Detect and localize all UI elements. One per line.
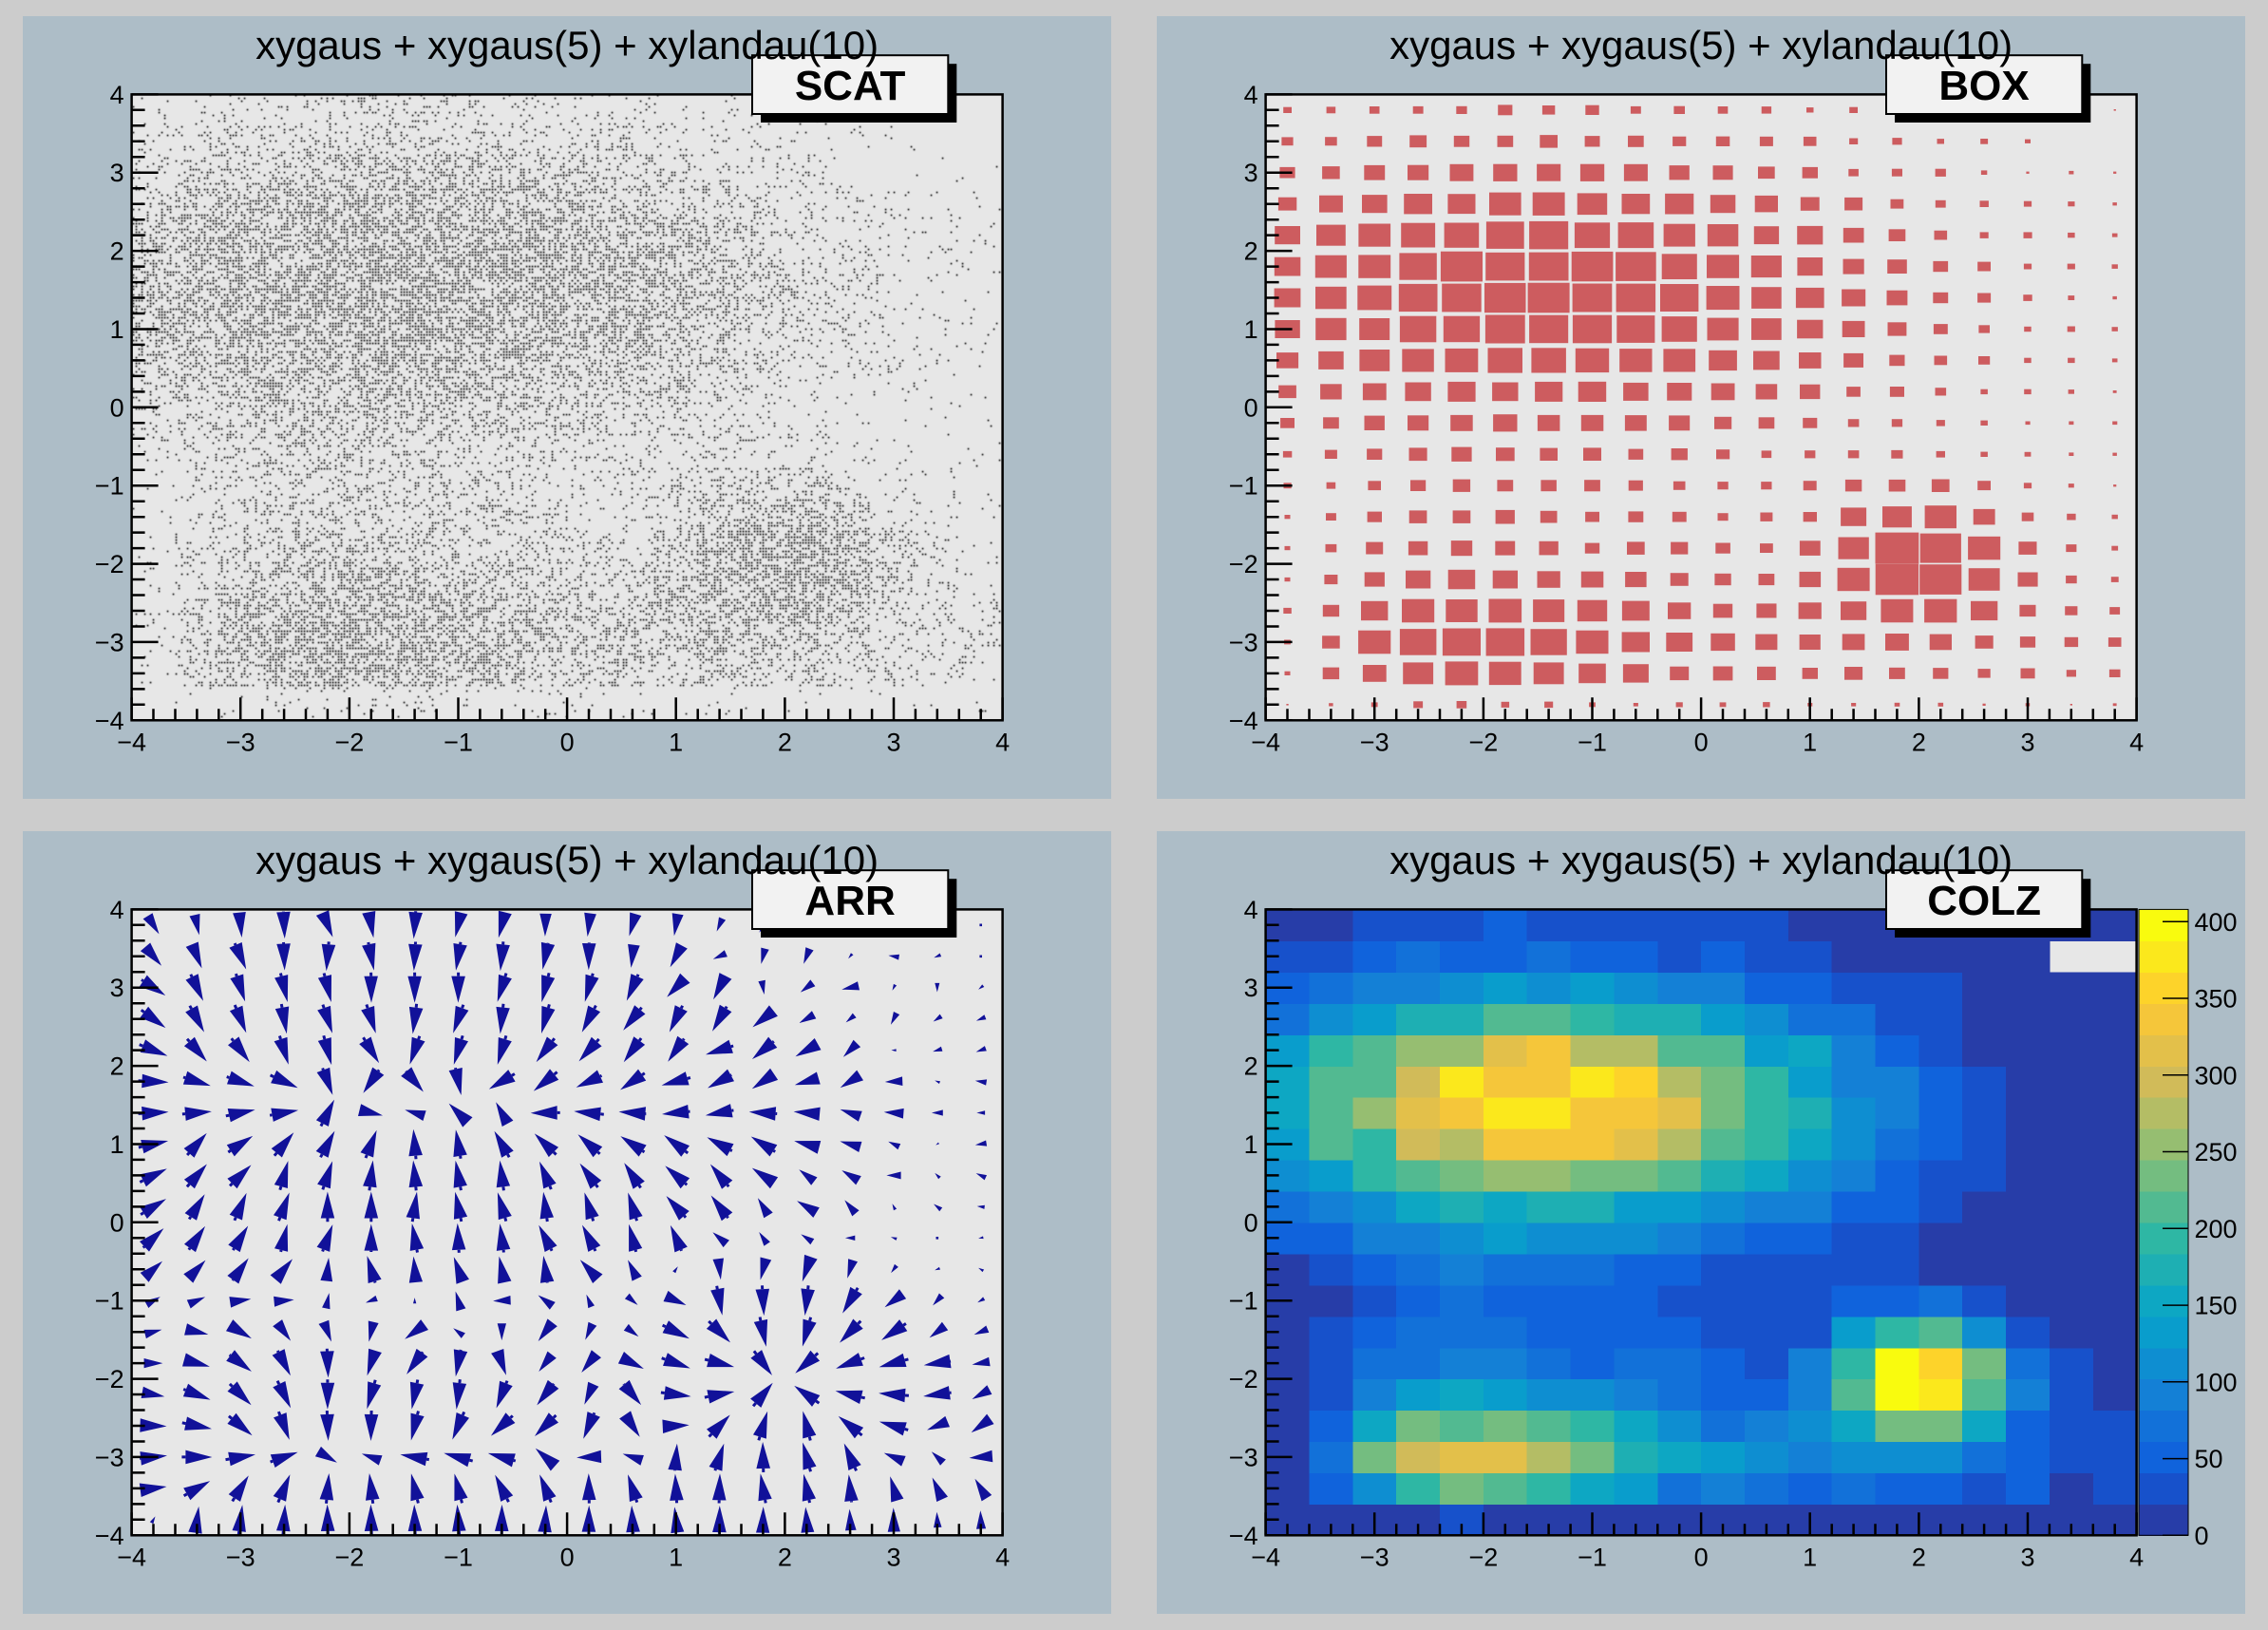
svg-text:−2: −2 [1469,728,1499,756]
svg-text:xygaus + xygaus(5) + xylandau(: xygaus + xygaus(5) + xylandau(10) [1389,23,2013,67]
svg-text:400: 400 [2195,908,2238,937]
svg-text:−1: −1 [1229,1287,1258,1316]
svg-text:0: 0 [1694,728,1709,756]
svg-text:2: 2 [778,728,792,756]
svg-text:2: 2 [1912,728,1926,756]
svg-text:0: 0 [110,1208,124,1237]
svg-text:150: 150 [2195,1292,2238,1320]
svg-text:3: 3 [110,159,124,187]
svg-text:2: 2 [1912,1543,1926,1571]
svg-text:−3: −3 [1360,1543,1389,1571]
svg-text:−4: −4 [1251,1543,1280,1571]
svg-text:0: 0 [1694,1543,1709,1571]
svg-text:100: 100 [2195,1368,2238,1396]
svg-text:0: 0 [2195,1522,2209,1550]
svg-text:−1: −1 [1578,1543,1607,1571]
svg-text:−4: −4 [117,728,146,756]
svg-text:3: 3 [1244,974,1258,1002]
svg-text:4: 4 [2129,728,2144,756]
svg-text:−2: −2 [335,728,365,756]
svg-text:−2: −2 [1229,550,1258,578]
svg-text:1: 1 [110,1130,124,1159]
svg-text:1: 1 [1244,315,1258,344]
svg-text:2: 2 [778,1543,792,1571]
svg-text:xygaus + xygaus(5) + xylandau(: xygaus + xygaus(5) + xylandau(10) [255,23,879,67]
svg-text:3: 3 [2020,728,2034,756]
svg-text:0: 0 [560,1543,575,1571]
svg-text:4: 4 [1244,81,1258,109]
svg-text:−1: −1 [95,472,124,501]
svg-text:1: 1 [110,315,124,344]
svg-text:4: 4 [2129,1543,2144,1571]
svg-text:1: 1 [1244,1130,1258,1159]
svg-text:3: 3 [1244,159,1258,187]
svg-text:BOX: BOX [1938,63,2029,109]
svg-text:−2: −2 [95,1365,124,1393]
svg-text:−2: −2 [95,550,124,578]
svg-text:2: 2 [1244,1052,1258,1081]
svg-text:0: 0 [1244,393,1258,422]
svg-text:2: 2 [110,1052,124,1081]
svg-text:COLZ: COLZ [1927,878,2041,924]
svg-text:−3: −3 [95,1443,124,1471]
svg-text:−4: −4 [95,707,124,735]
svg-text:−1: −1 [1229,472,1258,501]
svg-text:4: 4 [1244,896,1258,924]
svg-text:250: 250 [2195,1138,2238,1166]
svg-text:−4: −4 [1229,1522,1258,1550]
svg-text:xygaus + xygaus(5) + xylandau(: xygaus + xygaus(5) + xylandau(10) [1389,838,2013,882]
svg-text:0: 0 [110,393,124,422]
svg-text:3: 3 [886,1543,900,1571]
svg-text:1: 1 [1803,1543,1817,1571]
svg-text:350: 350 [2195,985,2238,1014]
svg-text:−3: −3 [226,728,255,756]
svg-text:0: 0 [1244,1208,1258,1237]
svg-text:1: 1 [1803,728,1817,756]
svg-text:−3: −3 [1360,728,1389,756]
svg-text:1: 1 [669,728,683,756]
svg-text:4: 4 [995,1543,1010,1571]
svg-text:300: 300 [2195,1061,2238,1090]
svg-text:3: 3 [886,728,900,756]
svg-text:−1: −1 [444,1543,473,1571]
svg-text:−2: −2 [1469,1543,1499,1571]
svg-text:xygaus + xygaus(5) + xylandau(: xygaus + xygaus(5) + xylandau(10) [255,838,879,882]
svg-text:−3: −3 [1229,628,1258,656]
svg-text:200: 200 [2195,1215,2238,1243]
svg-text:2: 2 [110,237,124,266]
svg-text:−4: −4 [117,1543,146,1571]
svg-text:50: 50 [2195,1445,2223,1473]
svg-text:−1: −1 [444,728,473,756]
svg-text:−1: −1 [95,1287,124,1316]
svg-text:4: 4 [110,81,124,109]
svg-text:1: 1 [669,1543,683,1571]
svg-text:3: 3 [2020,1543,2034,1571]
svg-text:ARR: ARR [804,878,895,924]
svg-text:−2: −2 [1229,1365,1258,1393]
svg-text:4: 4 [995,728,1010,756]
svg-text:SCAT: SCAT [795,63,906,109]
svg-text:−3: −3 [1229,1443,1258,1471]
svg-text:4: 4 [110,896,124,924]
svg-text:0: 0 [560,728,575,756]
svg-text:−4: −4 [1229,707,1258,735]
svg-text:−2: −2 [335,1543,365,1571]
svg-text:−3: −3 [226,1543,255,1571]
svg-text:2: 2 [1244,237,1258,266]
svg-text:−1: −1 [1578,728,1607,756]
svg-text:−4: −4 [1251,728,1280,756]
svg-text:−4: −4 [95,1522,124,1550]
svg-text:3: 3 [110,974,124,1002]
svg-text:−3: −3 [95,628,124,656]
